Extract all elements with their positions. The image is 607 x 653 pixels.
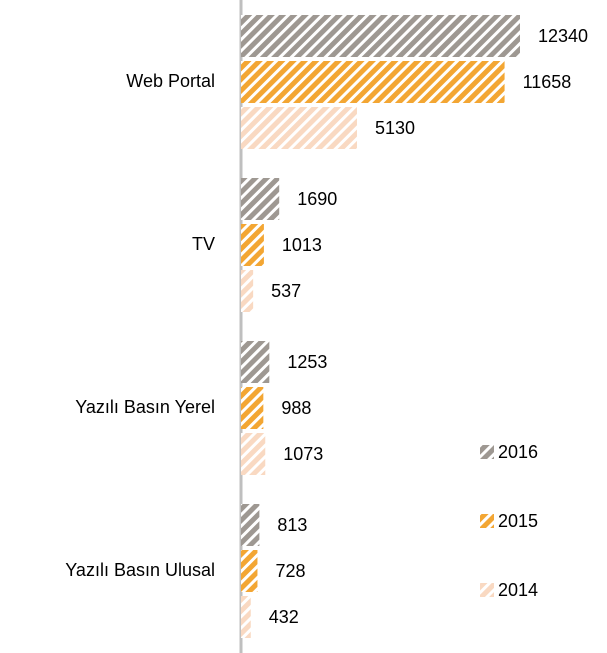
category-label: Web Portal [126,71,215,91]
bar [241,433,266,475]
bar [241,341,270,383]
legend-label: 2016 [498,442,538,462]
data-label: 1690 [297,189,337,209]
bar [241,387,264,429]
data-label: 1013 [282,235,322,255]
bar [241,61,505,103]
category-label: Yazılı Basın Yerel [75,397,215,417]
data-label: 12340 [538,26,588,46]
data-label: 11658 [523,72,572,92]
bar [241,178,280,220]
data-label: 728 [275,561,305,581]
data-label: 813 [277,515,307,535]
bar [241,107,357,149]
legend-swatch [480,583,494,597]
bar [241,270,254,312]
bar [241,15,520,57]
legend-label: 2015 [498,511,538,531]
data-label: 1073 [283,444,323,464]
data-label: 537 [271,281,301,301]
category-label: Yazılı Basın Ulusal [65,560,215,580]
bar [241,596,251,638]
data-label: 5130 [375,118,415,138]
legend-swatch [480,445,494,459]
bar [241,224,264,266]
legend-label: 2014 [498,580,538,600]
data-label: 432 [269,607,299,627]
bar [241,504,260,546]
category-label: TV [192,234,215,254]
legend-swatch [480,514,494,528]
bar [241,550,258,592]
data-label: 1253 [287,352,327,372]
data-label: 988 [281,398,311,418]
